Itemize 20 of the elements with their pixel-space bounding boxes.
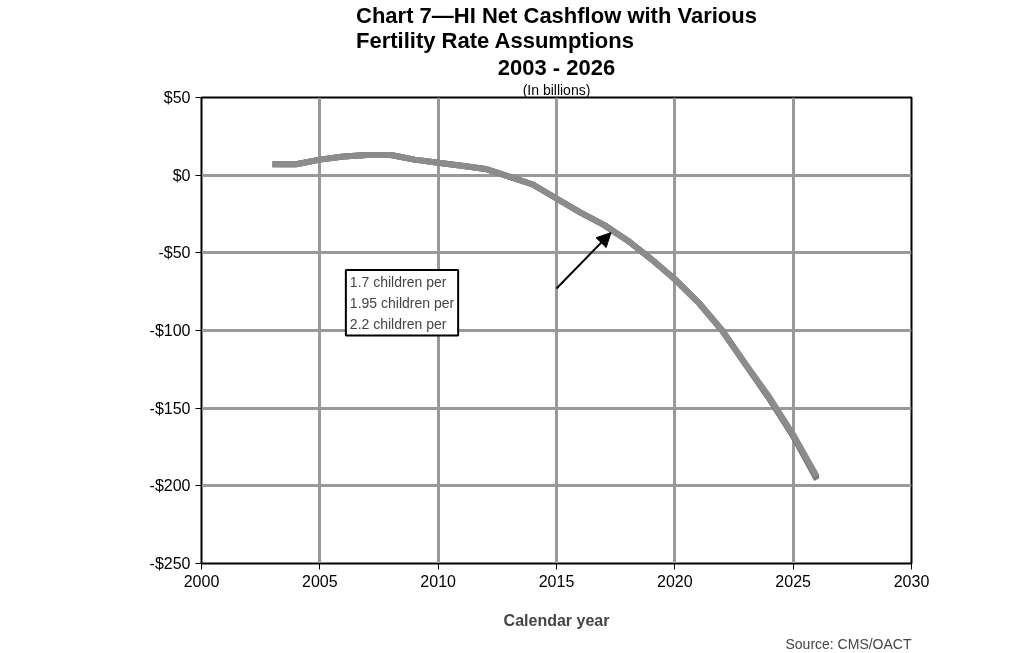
source-note: Source: CMS/OACT [785,635,912,652]
x-axis-title: Calendar year [503,611,610,629]
x-tick-label: 2010 [420,572,457,590]
y-tick-label: $50 [163,89,191,106]
annotation: 1.7 children per 1.95 children per 2.2 children per [349,273,455,332]
y-tick-label: -$250 [149,555,191,572]
y-tick-label: -$150 [149,399,191,417]
x-tick-label: 2020 [657,572,693,590]
x-tick-label: 2025 [775,572,812,590]
chart-title: Chart 7—HI Net Cashflow with Various Fertility Rate Assumptions [356,2,757,53]
x-tick-label: 2030 [893,572,930,590]
y-tick-label: -$200 [149,477,191,495]
y-tick-label: -$50 [158,244,191,262]
y-tick-label: -$100 [149,322,191,339]
x-tick-label: 2005 [302,572,338,590]
x-tick-label: 2000 [183,572,220,590]
y-tick-label: $0 [172,166,191,184]
x-tick-label: 2015 [538,572,575,590]
text: (In billions) [522,81,591,98]
chart-subtitle: 2003 - 2026 [497,54,616,80]
